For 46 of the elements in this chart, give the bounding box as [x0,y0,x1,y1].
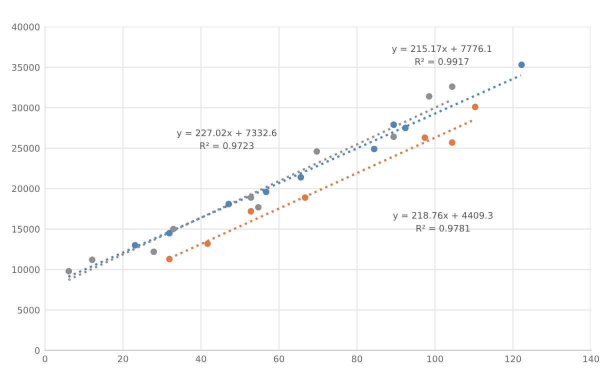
y-tick-label: 20000 [12,185,40,192]
annotation: y = 215.17x + 7776.1 R² = 0.9917 [392,45,492,65]
point [390,134,397,140]
x-tick-label: 80 [352,355,362,362]
point [426,93,432,100]
point [472,104,478,110]
x-tick-label: 140 [583,355,600,362]
point [518,62,525,68]
point [248,208,254,215]
point [88,256,96,264]
point [225,200,232,208]
y-tick-label: 0 [34,347,40,354]
point [150,248,158,256]
point [262,188,270,196]
y-tick-label: 15000 [12,226,40,233]
point [448,83,456,90]
point [370,146,378,152]
annotation: y = 218.76x + 4409.3 R² = 0.9781 [393,212,493,232]
x-tick-label: 0 [42,355,48,362]
y-tick-label: 30000 [12,104,40,112]
x-tick-label: 120 [505,355,522,362]
point [390,121,397,128]
x-tick-label: 100 [427,355,444,362]
annotation: y = 227.02x + 7332.6 R² = 0.9723 [176,129,276,150]
x-tick-label: 20 [118,355,128,362]
point [448,139,456,146]
point [248,194,254,201]
point [422,134,428,141]
point [302,194,308,201]
y-tick-label: 10000 [12,266,40,274]
point [314,148,320,155]
point [65,268,72,274]
x-tick-label: 60 [274,355,284,362]
point [132,242,138,249]
point [255,204,262,211]
point [298,174,304,181]
point [170,226,177,232]
y-tick-label: 5000 [18,306,40,314]
y-tick-label: 35000 [12,64,40,71]
point [166,256,173,262]
y-tick-label: 25000 [12,144,40,152]
y-tick-label: 40000 [12,24,40,30]
point [204,240,211,247]
point [402,124,409,132]
point [166,230,173,236]
x-tick-label: 40 [196,355,206,362]
